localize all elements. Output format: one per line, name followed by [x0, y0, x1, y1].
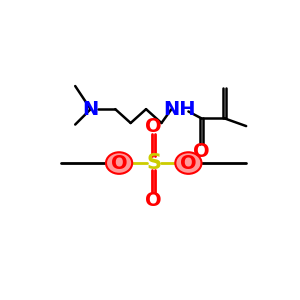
Text: O: O: [193, 142, 210, 161]
Text: O: O: [180, 154, 197, 172]
Text: O: O: [146, 117, 162, 136]
Text: S: S: [146, 153, 161, 173]
Ellipse shape: [106, 152, 132, 174]
Text: O: O: [111, 154, 128, 172]
Ellipse shape: [175, 152, 202, 174]
Text: N: N: [82, 100, 99, 118]
Text: O: O: [146, 190, 162, 209]
Text: NH: NH: [163, 100, 195, 118]
